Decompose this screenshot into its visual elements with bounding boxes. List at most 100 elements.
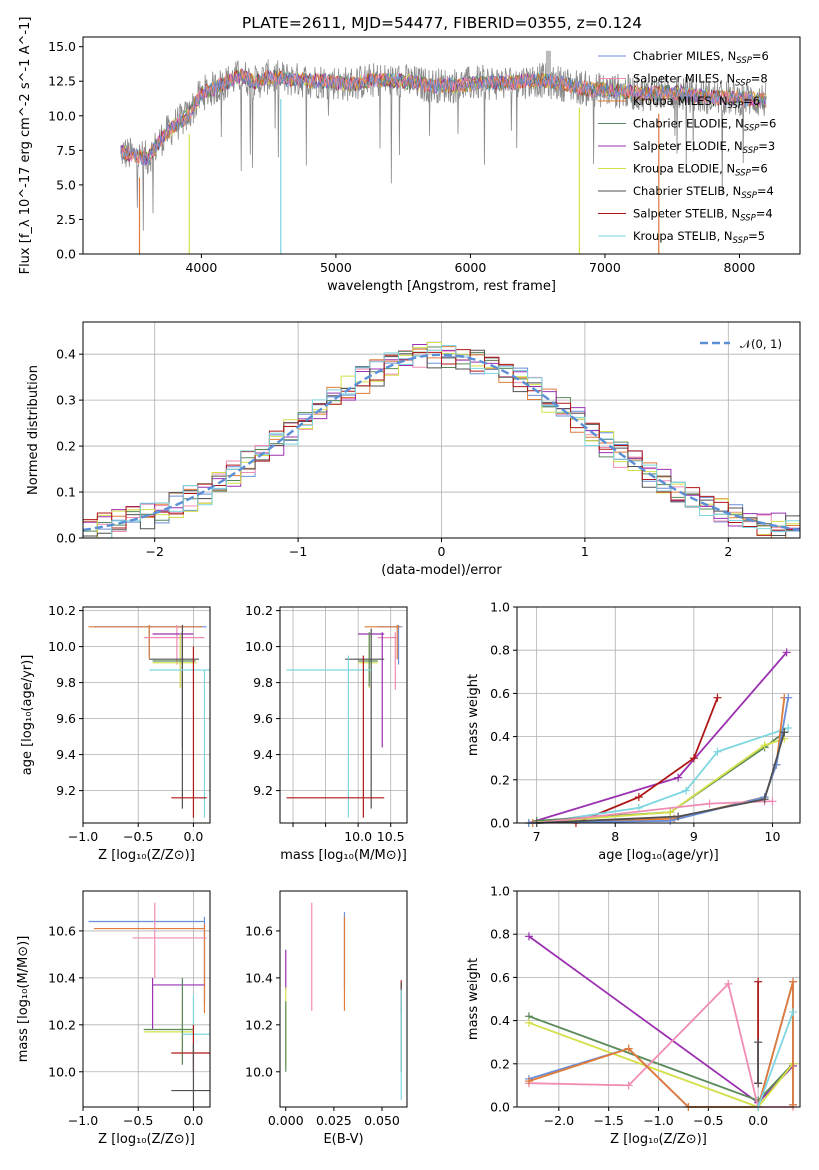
y-tick-label: 0.0 [490, 1100, 510, 1115]
axes-frame [279, 606, 408, 824]
plot-area [286, 625, 403, 818]
axes-frame [82, 321, 801, 539]
x-axis-label: mass [log₁₀(M/M⊙)] [280, 848, 407, 863]
legend-label-subscript: SSP [744, 124, 760, 134]
error-bars [88, 902, 210, 1107]
ticks: 4000 5000 6000 7000 8000 0.0 2.5 5.0 7.5 10.0 12.5… [48, 39, 755, 275]
residual-legend: 𝒩(0, 1) [700, 337, 782, 351]
legend-label-text: Kroupa MILES, N [633, 94, 728, 108]
legend-label-value: =6 [752, 49, 769, 63]
y-tick-label: 5.0 [56, 177, 76, 192]
figure-title: PLATE=2611, MJD=54477, FIBERID=0355, z=0… [242, 14, 642, 32]
y-tick-label: 9.6 [253, 711, 273, 726]
ticks: 7 8 9 10 0.0 0.2 0.4 0.6 0.8 1.0 [490, 600, 780, 845]
x-tick-label: 5000 [320, 260, 352, 275]
ticks: −1.0 −0.5 0.0 9.2 9.4 9.6 9.8 10.0 10.2 [48, 603, 203, 844]
y-tick-label: 0.2 [56, 439, 76, 454]
weight-line [757, 1011, 794, 1108]
axes-frame [82, 36, 801, 255]
legend-label-value: =6 [759, 117, 776, 131]
y-tick-label: 0.4 [490, 729, 510, 744]
plot-area [524, 932, 798, 1111]
legend-label-text: Kroupa ELODIE, N [633, 162, 735, 176]
x-tick-label: −1.0 [68, 829, 98, 844]
x-tick-label: 7 [533, 829, 541, 844]
x-tick-label: 4000 [185, 260, 217, 275]
legend-label-text: Chabrier MILES, N [633, 49, 736, 63]
weight-line [575, 697, 719, 824]
weight-line [536, 731, 785, 822]
y-tick-label: 10.2 [48, 603, 76, 618]
x-tick-label: −0.5 [693, 1113, 723, 1128]
legend-label-subscript: SSP [741, 191, 757, 201]
x-tick-label: −2 [145, 544, 163, 559]
x-tick-label: −0.5 [123, 829, 153, 844]
x-axis-label: Z [log₁₀(Z/Z⊙)] [610, 1132, 707, 1147]
y-tick-label: 10.2 [245, 603, 273, 618]
x-tick-label: −2.0 [544, 1113, 574, 1128]
spectrum-lines [120, 50, 767, 254]
error-bars [286, 625, 403, 818]
panel-residuals: −2 −1 0 1 2 0.0 0.1 0.2 0.3 0.4 (data-model)/error… [26, 321, 801, 578]
y-tick-label: 1.0 [490, 600, 510, 615]
legend-label-value: =6 [743, 94, 760, 108]
legend-label: Salpeter STELIB, NSSP=4 [633, 207, 773, 224]
weight-line [528, 697, 790, 824]
y-tick-label: 10.0 [245, 1064, 273, 1079]
grid-lines [517, 606, 800, 824]
plot-area [88, 625, 210, 818]
y-tick-label: 0.1 [56, 485, 76, 500]
y-tick-label: 9.6 [56, 711, 76, 726]
histogram-step-line [83, 349, 800, 536]
y-axis-label: Flux [f_λ 10^-17 erg cm^-2 s^-1 A^-1] [18, 17, 33, 275]
legend-label: Salpeter ELODIE, NSSP=3 [633, 139, 775, 156]
x-axis-label: E(B-V) [323, 1132, 363, 1147]
y-tick-label: 12.5 [48, 74, 76, 89]
y-tick-label: 10.2 [245, 1017, 273, 1032]
weight-line [536, 732, 786, 824]
axes-frame [279, 890, 408, 1108]
legend-label-text: Salpeter ELODIE, N [633, 139, 743, 153]
ticks: 0.000 0.025 0.050 10.0 10.2 10.4 10.6 [245, 923, 400, 1128]
panel-mass-vs-EBV: 0.000 0.025 0.050 10.0 10.2 10.4 10.6 E(B-V) [245, 890, 408, 1147]
plot-area [285, 902, 402, 1100]
y-tick-label: 9.4 [253, 747, 273, 762]
x-tick-label: −1.5 [593, 1113, 623, 1128]
grid-lines [280, 607, 407, 823]
model-spectrum-line [120, 71, 767, 166]
y-tick-label: 9.8 [253, 675, 273, 690]
y-axis-label: mass weight [466, 674, 481, 756]
x-tick-label: −1.0 [643, 1113, 673, 1128]
legend-label-subscript: SSP [728, 101, 744, 111]
x-tick-label: 8000 [724, 260, 756, 275]
legend-label-text: Kroupa STELIB, N [633, 229, 733, 243]
legend-label: Chabrier STELIB, NSSP=4 [633, 184, 774, 201]
axes-frame [82, 606, 211, 824]
y-tick-label: 9.8 [56, 675, 76, 690]
grid-lines [82, 607, 210, 823]
x-tick-label: −1.0 [68, 1113, 98, 1128]
observed-spectrum-line [120, 59, 767, 231]
ticks: −1.0 −0.5 0.0 10.0 10.2 10.4 10.6 [48, 923, 203, 1128]
panel-weight-vs-Z: −2.0 −1.5 −1.0 −0.5 0.0 0.0 0.2 0.4 0.6 0.8 1.0 Z [… [466, 884, 801, 1147]
x-tick-label: 0.0 [183, 1113, 203, 1128]
x-tick-label: 0.050 [364, 1113, 400, 1128]
x-tick-label: −0.5 [123, 1113, 153, 1128]
axes-frame [82, 890, 211, 1108]
legend-label-subscript: SSP [740, 214, 756, 224]
legend-label-value: =6 [751, 162, 768, 176]
weight-line [528, 737, 785, 824]
x-axis-label: Z [log₁₀(Z/Z⊙)] [98, 1132, 195, 1147]
y-tick-label: 0.8 [490, 927, 510, 942]
y-tick-label: 10.0 [245, 639, 273, 654]
y-tick-label: 0.4 [490, 1013, 510, 1028]
histogram-step-line [83, 345, 800, 539]
x-tick-label: 6000 [455, 260, 487, 275]
x-tick-label: 9 [690, 829, 698, 844]
y-tick-label: 0.0 [56, 531, 76, 546]
y-tick-label: 10.2 [48, 1017, 76, 1032]
legend-label-value: =4 [757, 184, 774, 198]
y-axis-label: Normed distribution [26, 365, 41, 495]
error-bars [88, 625, 210, 818]
